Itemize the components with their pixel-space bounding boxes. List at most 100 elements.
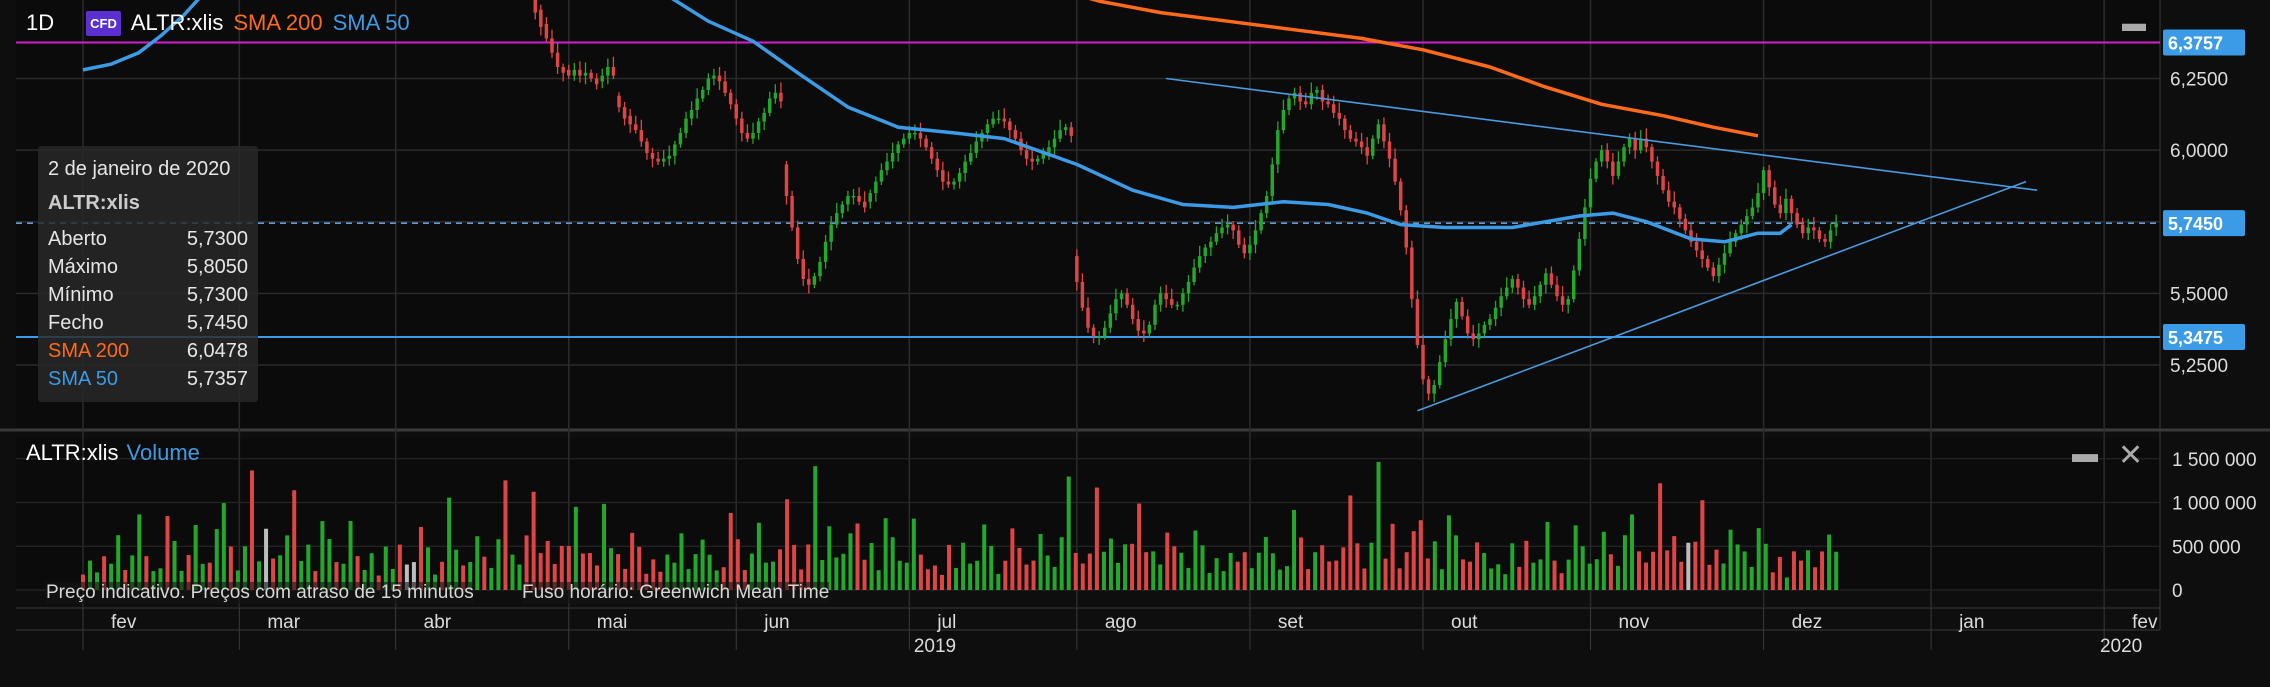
trendline (1417, 180, 2027, 412)
volume-bar (468, 562, 473, 590)
volume-bar (1320, 545, 1325, 590)
candle-body (689, 110, 694, 119)
volume-bar (1355, 543, 1360, 590)
month-label: nov (1619, 612, 1650, 633)
volume-bar (1559, 573, 1564, 590)
volume-bar (1397, 568, 1402, 590)
candle-body (1103, 327, 1107, 337)
candle-body (1644, 138, 1649, 148)
price-label-bg (2163, 29, 2245, 56)
volume-bar (1594, 559, 1599, 590)
volume-bar (102, 556, 107, 590)
volume-bar (418, 527, 423, 590)
cfd-badge: CFD (86, 10, 121, 36)
volume-bar (1059, 537, 1064, 590)
candle-body (1030, 158, 1034, 162)
volume-bar (1073, 552, 1078, 590)
candle-body (835, 213, 839, 225)
volume-bar (658, 571, 663, 590)
candle-body (1231, 224, 1235, 231)
volume-bar (1834, 551, 1839, 590)
candle-body (1348, 130, 1353, 139)
candle-body (1114, 299, 1118, 314)
volume-bar (426, 547, 431, 590)
volume-header: ALTR:xlis Volume (26, 440, 200, 466)
candle-body (768, 98, 772, 113)
volume-bar (1284, 566, 1289, 590)
volume-bar (1024, 564, 1029, 590)
candle-body (1527, 299, 1531, 305)
sma200-legend[interactable]: SMA 200 (233, 10, 323, 35)
month-label: out (1451, 612, 1478, 633)
volume-legend[interactable]: Volume (126, 440, 200, 465)
candle-body (1683, 218, 1688, 231)
volume-tick-label: 500 000 (2172, 537, 2241, 558)
close-volume-pane-icon[interactable]: ✕ (2118, 439, 2144, 472)
tooltip-row: Máximo 5,8050 (48, 256, 248, 279)
candle-body (1806, 227, 1810, 234)
volume-bar (749, 553, 754, 590)
minimize-volume-pane-icon[interactable]: ▬ (2072, 438, 2098, 468)
volume-bar (630, 532, 635, 590)
volume-bar (566, 545, 571, 590)
candle-body (1270, 164, 1274, 196)
volume-bar (1679, 561, 1684, 590)
candle-body (1689, 230, 1693, 242)
volume-bar (1517, 566, 1522, 590)
candle-body (885, 161, 889, 171)
volume-bar (1439, 569, 1444, 590)
volume-bar (637, 546, 642, 590)
volume-bar (1425, 558, 1430, 590)
tooltip-row-label: Fecho (48, 312, 104, 334)
month-label: jun (763, 612, 789, 633)
volume-bar (95, 572, 100, 590)
minimize-price-pane-icon[interactable]: ▬ (2122, 10, 2146, 37)
volume-bar (1475, 542, 1480, 590)
candle-body (1326, 101, 1330, 105)
candle-body (712, 75, 716, 79)
candle-body (1209, 241, 1213, 248)
volume-bar (975, 560, 980, 590)
candle-body (1622, 147, 1626, 162)
price-label: 5,3475 (2168, 328, 2223, 348)
volume-bar (1003, 560, 1008, 590)
candle-body (773, 92, 778, 99)
candle-body (1611, 161, 1615, 176)
volume-bar (524, 535, 529, 590)
candle-body (1164, 293, 1168, 300)
month-label: fev (2132, 612, 2158, 633)
month-label: set (1278, 612, 1304, 633)
volume-bar (454, 549, 459, 590)
candle-body (606, 67, 610, 76)
volume-bar (510, 554, 515, 590)
volume-bar (1580, 546, 1585, 590)
candle-body (611, 67, 616, 76)
candle-body (1365, 147, 1369, 156)
candle-body (1259, 213, 1263, 231)
sma50-legend[interactable]: SMA 50 (332, 10, 410, 35)
candle-body (1655, 161, 1660, 176)
candle-body (1175, 304, 1180, 307)
candle-body (678, 132, 683, 145)
candle-body (1594, 161, 1598, 179)
candle-body (1750, 207, 1755, 216)
volume-bar (172, 541, 177, 590)
month-label: jul (936, 612, 956, 633)
candle-body (1410, 247, 1414, 300)
candle-body (1287, 98, 1291, 110)
volume-bar (876, 570, 881, 590)
candle-body (1823, 238, 1827, 242)
volume-bar (1313, 552, 1318, 590)
volume-bar (531, 491, 536, 590)
volume-bar (1263, 537, 1268, 590)
volume-bar (763, 562, 768, 590)
volume-bar (1045, 555, 1050, 590)
tooltip-row-label: Máximo (48, 256, 119, 278)
candle-body (862, 201, 867, 208)
volume-bar (1545, 521, 1550, 590)
volume-bar (623, 569, 628, 590)
candle-body (857, 195, 861, 202)
volume-bar (334, 562, 339, 590)
volume-bar (869, 542, 874, 590)
period-label[interactable]: 1D (26, 10, 55, 35)
